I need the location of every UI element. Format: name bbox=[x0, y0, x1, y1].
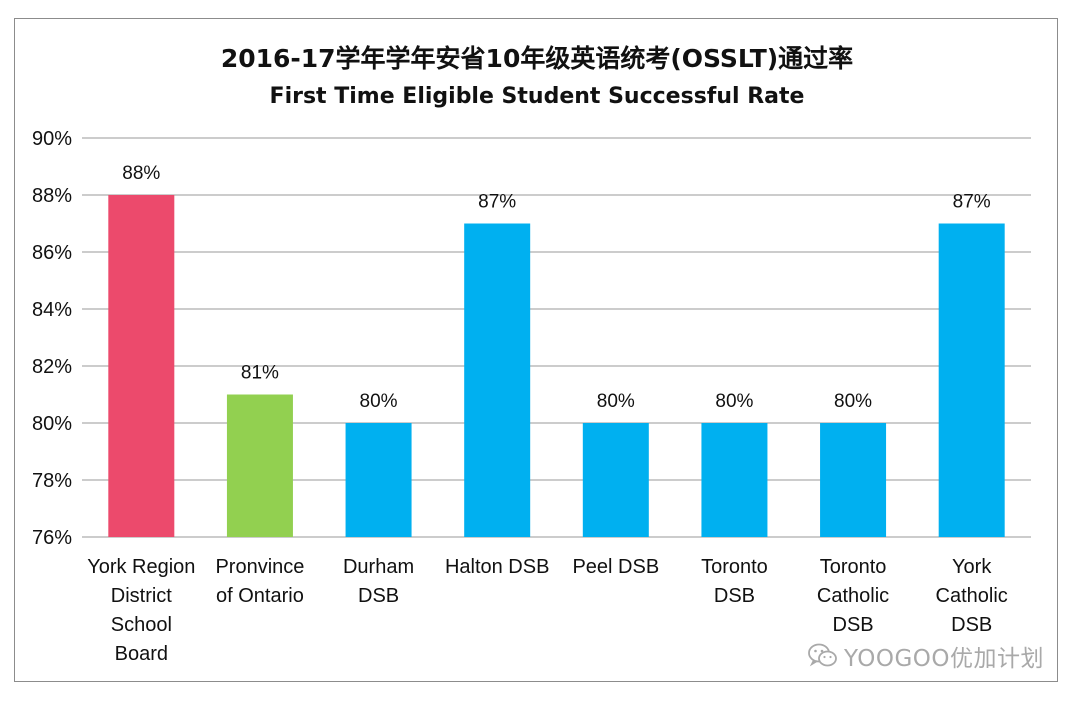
y-tick-label: 84% bbox=[32, 299, 72, 321]
category-label: Durham DSB bbox=[343, 556, 414, 607]
chart-title: 2016-17学年学年安省10年级英语统考(OSSLT)通过率 bbox=[221, 44, 853, 73]
y-tick-label: 82% bbox=[32, 356, 72, 378]
y-tick-label: 80% bbox=[32, 413, 72, 435]
data-label: 87% bbox=[478, 192, 516, 213]
bars bbox=[108, 195, 1005, 537]
bar-chart: 2016-17学年学年安省10年级英语统考(OSSLT)通过率 First Ti… bbox=[32, 44, 1031, 665]
bar bbox=[345, 423, 412, 537]
chart-frame: 2016-17学年学年安省10年级英语统考(OSSLT)通过率 First Ti… bbox=[14, 18, 1058, 682]
y-tick-label: 90% bbox=[32, 128, 72, 150]
y-tick-label: 78% bbox=[32, 470, 72, 492]
data-label: 80% bbox=[715, 391, 753, 412]
category-label: York Region District School Board bbox=[87, 556, 195, 665]
bar bbox=[701, 423, 768, 537]
bar bbox=[582, 423, 649, 537]
watermark: YOOGOO优加计划 bbox=[808, 640, 1044, 672]
wechat-icon bbox=[808, 643, 837, 667]
data-label: 80% bbox=[834, 391, 872, 412]
bar bbox=[226, 394, 293, 537]
bar bbox=[820, 423, 887, 537]
category-labels: York Region District School Board Pronvince o… bbox=[87, 556, 1008, 665]
data-label: 88% bbox=[122, 163, 160, 184]
data-labels: 88% 81% 80% 87% 80% 80% 80% 87% bbox=[122, 163, 991, 412]
y-tick-label: 76% bbox=[32, 527, 72, 549]
gridlines bbox=[82, 137, 1031, 538]
y-tick-label: 88% bbox=[32, 185, 72, 207]
data-label: 80% bbox=[360, 391, 398, 412]
bar bbox=[938, 223, 1005, 537]
bar bbox=[108, 195, 175, 537]
category-label: Peel DSB bbox=[572, 556, 659, 578]
y-axis: 76% 78% 80% 82% 84% 86% 88% 90% bbox=[32, 128, 72, 549]
category-label: Toronto Catholic DSB bbox=[817, 556, 889, 636]
category-label: Pronvince of Ontario bbox=[215, 556, 304, 607]
chart-subtitle: First Time Eligible Student Successful R… bbox=[270, 84, 805, 109]
watermark-text: YOOGOO优加计划 bbox=[843, 646, 1044, 672]
bar bbox=[464, 223, 531, 537]
data-label: 80% bbox=[597, 391, 635, 412]
category-label: York Catholic DSB bbox=[936, 556, 1008, 636]
data-label: 87% bbox=[953, 192, 991, 213]
data-label: 81% bbox=[241, 363, 279, 384]
category-label: Toronto DSB bbox=[701, 556, 768, 607]
y-tick-label: 86% bbox=[32, 242, 72, 264]
category-label: Halton DSB bbox=[445, 556, 550, 578]
